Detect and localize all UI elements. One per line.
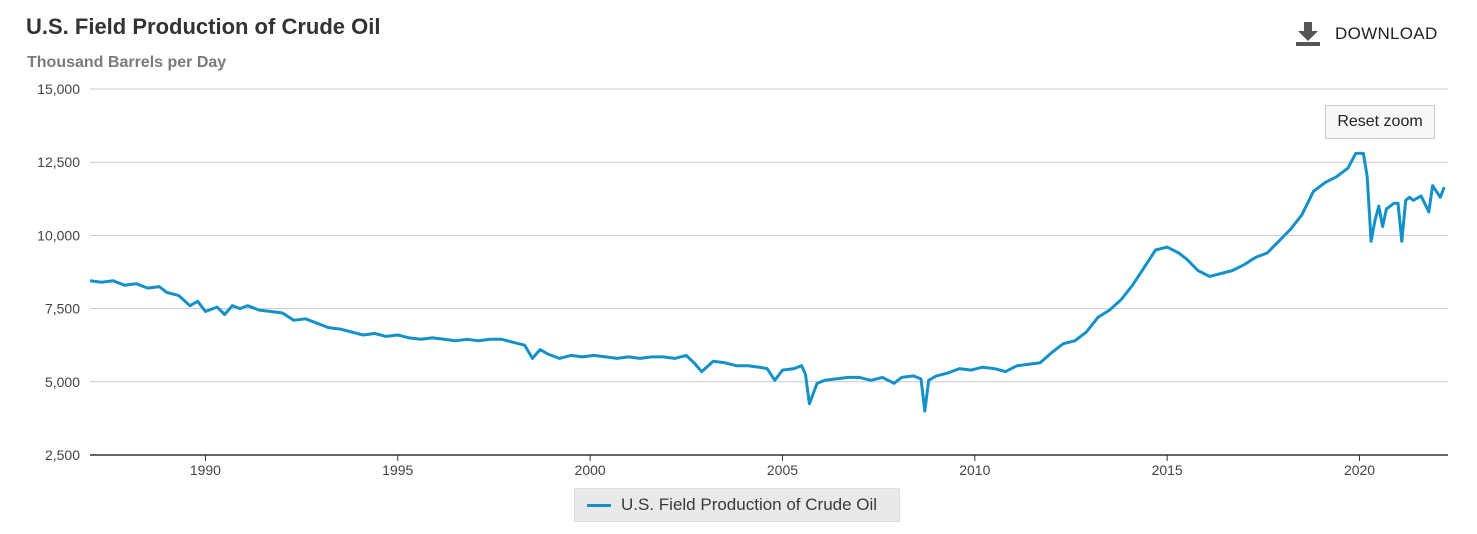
x-tick-label: 2010: [959, 462, 990, 478]
chart-subtitle: Thousand Barrels per Day: [27, 54, 227, 71]
x-tick-label: 2020: [1344, 462, 1375, 478]
y-tick-label: 15,000: [37, 81, 80, 97]
y-tick-label: 12,500: [37, 154, 80, 170]
x-tick-label: 1995: [382, 462, 413, 478]
reset-zoom-button[interactable]: Reset zoom: [1325, 105, 1435, 139]
chart-title: U.S. Field Production of Crude Oil: [26, 14, 381, 39]
y-tick-label: 2,500: [45, 447, 80, 463]
y-tick-label: 5,000: [45, 374, 80, 390]
y-tick-label: 10,000: [37, 227, 80, 243]
grid-lines: [90, 88, 1448, 383]
download-button[interactable]: DOWNLOAD: [1295, 20, 1438, 48]
x-tick-label: 2000: [575, 462, 606, 478]
y-axis-ticks: 2,500 5,000 7,500 10,000 12,500 15,000: [37, 81, 80, 463]
download-icon: [1295, 21, 1321, 47]
legend-label: U.S. Field Production of Crude Oil: [621, 495, 878, 514]
x-tick-label: 2015: [1152, 462, 1183, 478]
series-line-crude-oil: [89, 151, 1446, 413]
y-tick-label: 7,500: [45, 301, 80, 317]
x-tick-label: 1990: [190, 462, 221, 478]
legend-item-crude-oil[interactable]: U.S. Field Production of Crude Oil: [574, 488, 900, 522]
x-axis-ticks: 1990 1995 2000 2005 2010 2015 2020: [190, 455, 1375, 478]
legend-swatch: [587, 503, 611, 507]
x-tick-label: 2005: [767, 462, 798, 478]
download-label: DOWNLOAD: [1335, 24, 1438, 43]
